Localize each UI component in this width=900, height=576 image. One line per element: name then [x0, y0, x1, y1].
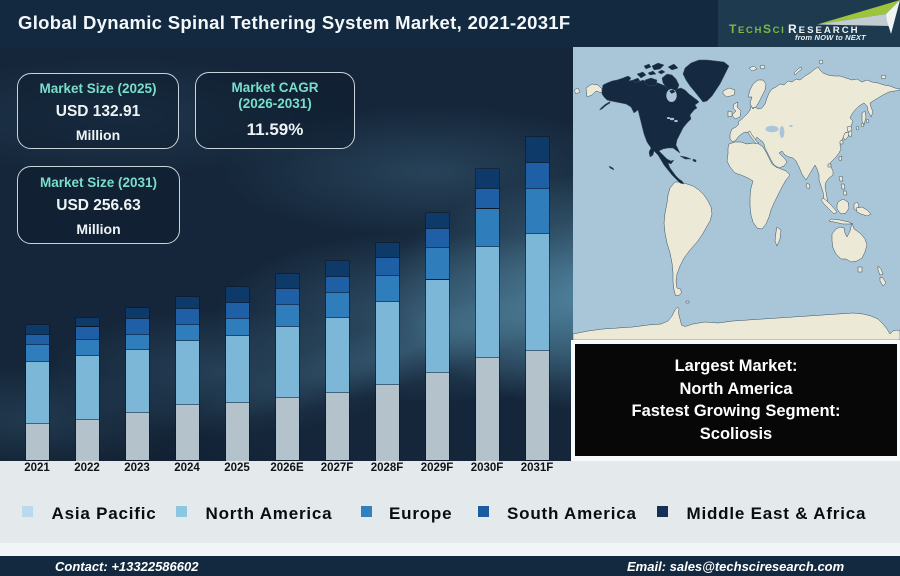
- svg-text:from NOW to NEXT: from NOW to NEXT: [795, 33, 867, 42]
- svg-text:TECHSCI: TECHSCI: [729, 22, 785, 36]
- svg-text:RESEARCH: RESEARCH: [788, 22, 860, 36]
